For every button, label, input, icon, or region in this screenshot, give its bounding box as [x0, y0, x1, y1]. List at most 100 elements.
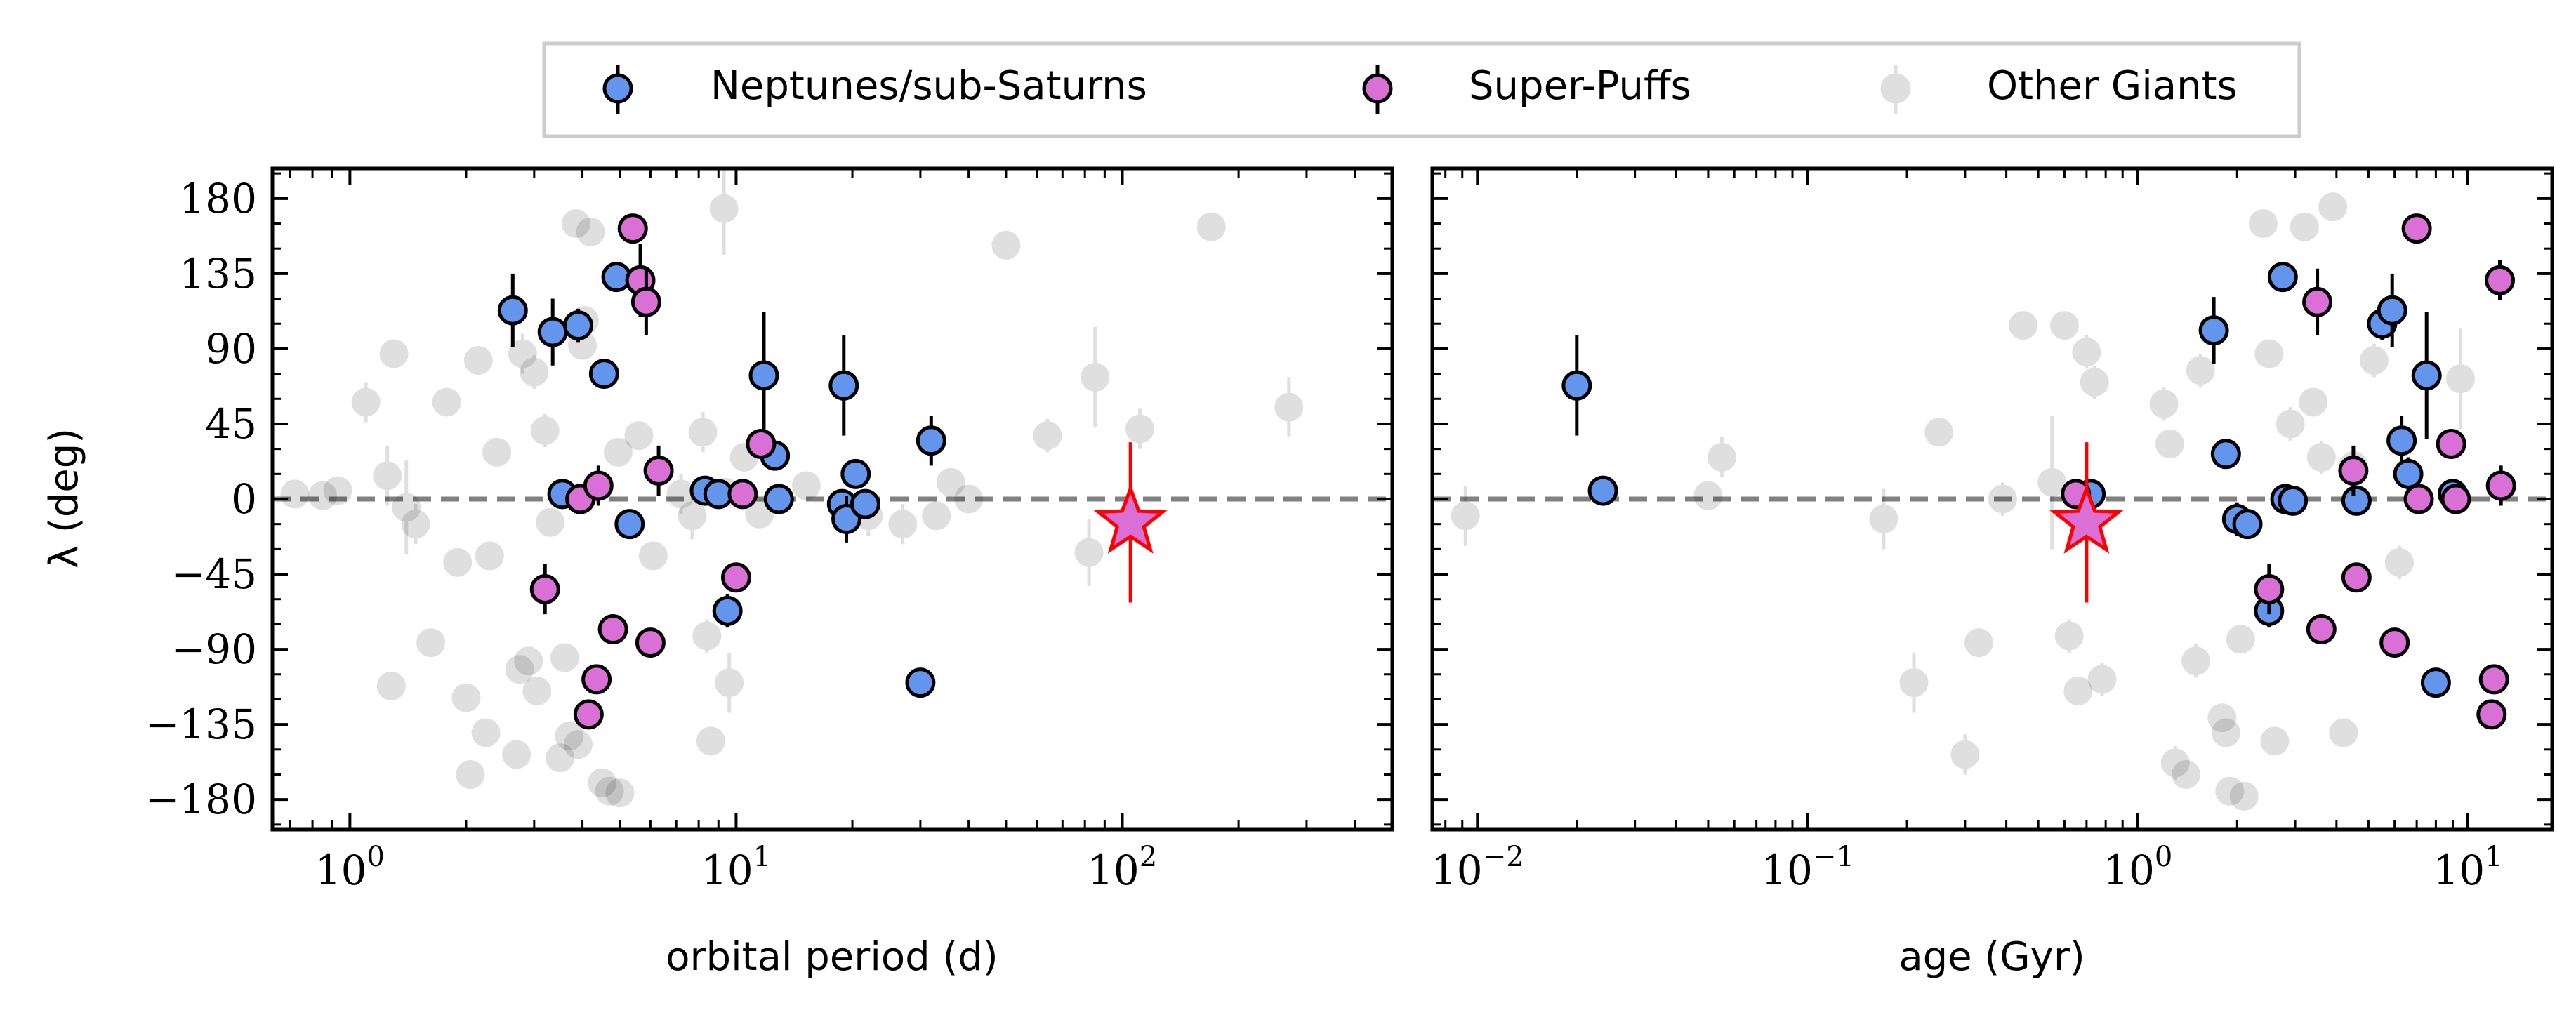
- neptune-marker: [2386, 425, 2417, 456]
- giant-point: [2384, 545, 2414, 580]
- superpuff-marker: [573, 699, 604, 730]
- giant-marker: [2160, 748, 2190, 778]
- giant-marker: [432, 387, 461, 417]
- giant-marker: [471, 718, 501, 747]
- giant-point: [508, 333, 537, 374]
- neptune-marker: [614, 509, 645, 540]
- giant-point: [2249, 209, 2278, 238]
- giant-point: [2318, 192, 2348, 222]
- ytick-label: −180: [145, 776, 257, 823]
- giant-point: [471, 718, 501, 747]
- giant-marker: [1964, 628, 1993, 658]
- neptune-marker: [497, 295, 528, 326]
- superpuff-marker: [746, 429, 777, 459]
- giant-point: [561, 209, 590, 238]
- giant-point: [351, 382, 381, 423]
- giant-point: [443, 547, 473, 577]
- giant-marker: [638, 541, 668, 571]
- legend-label-giants: Other Giants: [1987, 63, 2238, 109]
- giant-marker: [2318, 192, 2348, 222]
- giant-point: [696, 726, 725, 756]
- giant-point: [678, 492, 707, 540]
- giant-point: [432, 387, 461, 417]
- giant-marker: [2080, 367, 2109, 397]
- giant-marker: [688, 418, 718, 447]
- giant-marker: [791, 471, 821, 500]
- legend-marker-superpuffs: [1362, 73, 1393, 104]
- giant-point: [2160, 746, 2190, 780]
- giant-point: [1074, 519, 1104, 586]
- giant-marker: [2149, 389, 2179, 418]
- giant-point: [2290, 212, 2319, 241]
- target-star-marker: [2049, 484, 2124, 554]
- neptune-marker: [748, 360, 779, 391]
- ytick-label: 180: [179, 175, 257, 222]
- giant-marker: [1707, 443, 1736, 472]
- xtick-label: 10−1: [1761, 841, 1854, 894]
- superpuff-marker: [727, 479, 758, 510]
- giant-point: [2037, 416, 2067, 550]
- superpuff-marker: [581, 664, 612, 695]
- neptune-marker: [2267, 262, 2298, 293]
- giant-point: [1707, 437, 1736, 478]
- giant-marker: [1074, 538, 1104, 567]
- giant-marker: [1899, 668, 1929, 698]
- giant-marker: [546, 743, 575, 773]
- ytick-label: 0: [231, 475, 257, 523]
- legend-label-superpuffs: Super-Puffs: [1469, 63, 1691, 109]
- giant-marker: [2207, 703, 2237, 733]
- neptune-marker: [1587, 475, 1618, 506]
- giant-point: [2359, 343, 2389, 378]
- giant-marker: [922, 501, 951, 531]
- superpuff-marker: [2302, 286, 2333, 317]
- superpuff-marker: [630, 286, 661, 317]
- giant-point: [2226, 625, 2255, 654]
- giant-point: [791, 471, 821, 500]
- giant-marker: [2215, 776, 2245, 806]
- giant-point: [451, 683, 481, 712]
- superpuff-marker: [643, 456, 674, 486]
- giant-point: [1125, 408, 1154, 449]
- xtick-label: 10−2: [1431, 841, 1524, 894]
- giant-marker: [2359, 346, 2389, 375]
- giant-marker: [1950, 740, 1980, 769]
- giant-marker: [1451, 501, 1480, 531]
- giant-point: [576, 217, 605, 246]
- legend: Neptunes/sub-Saturns Super-Puffs Other G…: [542, 41, 2301, 138]
- giant-point: [514, 646, 543, 676]
- giant-marker: [692, 621, 722, 651]
- giant-marker: [2181, 646, 2211, 676]
- neptune-marker: [763, 484, 794, 514]
- giant-point: [1693, 481, 1723, 510]
- ytick-label: 90: [205, 325, 257, 373]
- superpuff-marker: [583, 470, 614, 501]
- giant-point: [2215, 776, 2245, 806]
- giant-marker: [1033, 421, 1062, 451]
- giant-marker: [530, 416, 560, 445]
- giant-marker: [2087, 665, 2117, 694]
- superpuff-marker: [2476, 699, 2507, 730]
- giant-marker: [308, 481, 338, 510]
- giant-marker: [2049, 311, 2079, 340]
- giant-point: [2049, 311, 2079, 340]
- giant-point: [1196, 212, 1226, 241]
- giant-point: [2211, 718, 2240, 747]
- giant-marker: [376, 671, 406, 700]
- giant-marker: [709, 194, 739, 223]
- giant-marker: [715, 668, 744, 698]
- giant-point: [2080, 365, 2109, 399]
- superpuff-marker: [2338, 456, 2369, 486]
- giant-point: [991, 230, 1021, 260]
- giant-marker: [456, 760, 485, 789]
- giant-marker: [323, 476, 352, 505]
- xtick-label: 102: [1088, 841, 1157, 894]
- giant-marker: [1693, 481, 1723, 510]
- giant-marker: [2186, 356, 2215, 385]
- neptune-marker: [2377, 295, 2407, 326]
- giant-point: [2171, 760, 2200, 789]
- giant-point: [936, 467, 965, 497]
- giant-point: [709, 168, 739, 255]
- superpuff-marker: [2485, 265, 2516, 295]
- superpuff-marker: [635, 627, 666, 658]
